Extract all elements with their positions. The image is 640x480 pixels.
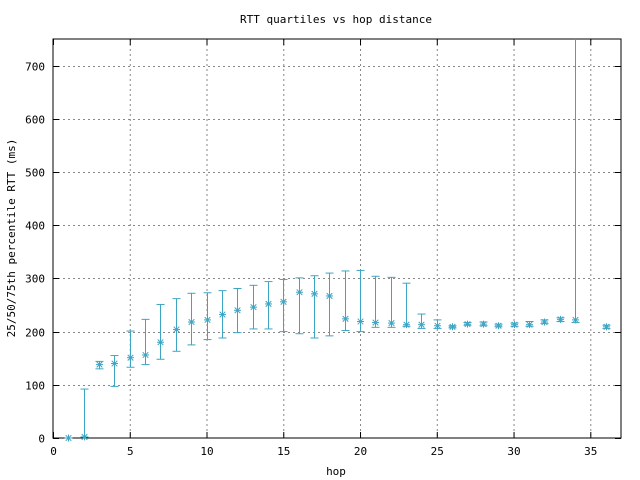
median-point-hop-34: [572, 316, 579, 324]
grid-lines: [53, 39, 621, 438]
error-bar-hop-23: [402, 282, 411, 327]
median-point-hop-32: [541, 318, 548, 326]
plot-frame: [52, 38, 622, 439]
x-axis-label: hop: [326, 465, 346, 478]
median-point-hop-28: [480, 320, 487, 328]
x-tick-labels: 0 5 10 15 20 25 30 35: [50, 445, 597, 458]
x-tick-label: 15: [277, 445, 290, 458]
median-point-hop-26: [449, 323, 456, 331]
median-points: [65, 288, 610, 442]
median-point-hop-36: [603, 323, 610, 331]
chart-title: RTT quartiles vs hop distance: [240, 13, 432, 26]
median-point-hop-23: [403, 321, 410, 329]
median-point-hop-11: [219, 311, 226, 319]
median-point-hop-30: [511, 321, 518, 329]
error-bar-hop-18: [325, 272, 334, 337]
error-bar-hop-34: [571, 39, 580, 324]
y-tick-labels: 0 100 200 300 400 500 600 700: [25, 61, 45, 446]
x-tick-label: 30: [507, 445, 520, 458]
y-axis-label: 25/50/75th percentile RTT (ms): [5, 139, 18, 338]
median-point-hop-22: [388, 319, 395, 327]
median-point-hop-31: [526, 321, 533, 329]
axis-ticks: [53, 39, 621, 439]
median-point-hop-20: [357, 317, 364, 325]
error-bars: [64, 39, 611, 439]
x-tick-label: 25: [431, 445, 444, 458]
median-point-hop-6: [142, 351, 149, 359]
median-point-hop-17: [311, 290, 318, 298]
x-tick-label: 35: [584, 445, 597, 458]
median-point-hop-21: [372, 319, 379, 327]
median-point-hop-12: [234, 306, 241, 314]
median-point-hop-14: [265, 300, 272, 308]
median-point-hop-29: [495, 322, 502, 330]
median-point-hop-19: [342, 315, 349, 323]
median-point-hop-25: [434, 322, 441, 330]
x-tick-label: 10: [200, 445, 213, 458]
median-point-hop-33: [557, 315, 564, 323]
x-tick-label: 20: [354, 445, 367, 458]
error-bar-hop-5: [126, 330, 135, 368]
error-bar-hop-21: [371, 275, 380, 328]
error-bar-hop-8: [172, 298, 181, 352]
median-point-hop-2: [81, 433, 88, 441]
y-tick-label: 100: [25, 380, 45, 393]
median-point-hop-1: [65, 434, 72, 442]
median-point-hop-3: [96, 361, 103, 369]
median-point-hop-15: [280, 298, 287, 306]
error-bar-hop-22: [387, 276, 396, 328]
y-tick-label: 0: [38, 433, 45, 446]
error-bar-hop-10: [203, 292, 212, 341]
error-bar-hop-15: [279, 278, 288, 333]
y-tick-label: 300: [25, 273, 45, 286]
y-tick-label: 500: [25, 167, 45, 180]
y-tick-label: 600: [25, 114, 45, 127]
y-tick-label: 700: [25, 61, 45, 74]
median-point-hop-5: [127, 354, 134, 362]
median-point-hop-8: [173, 325, 180, 333]
error-bar-hop-17: [310, 275, 319, 339]
median-point-hop-7: [157, 338, 164, 346]
median-point-hop-18: [326, 292, 333, 300]
median-point-hop-4: [111, 360, 118, 368]
median-point-hop-27: [464, 320, 471, 328]
median-point-hop-10: [204, 316, 211, 324]
y-tick-label: 200: [25, 327, 45, 340]
median-point-hop-9: [188, 318, 195, 326]
median-point-hop-16: [296, 288, 303, 296]
error-bar-hop-7: [156, 303, 165, 360]
x-tick-label: 5: [127, 445, 134, 458]
median-point-hop-24: [418, 321, 425, 329]
error-bar-hop-2: [80, 388, 89, 438]
x-tick-label: 0: [50, 445, 57, 458]
median-point-hop-13: [250, 303, 257, 311]
error-bar-hop-16: [295, 277, 304, 335]
y-tick-label: 400: [25, 220, 45, 233]
